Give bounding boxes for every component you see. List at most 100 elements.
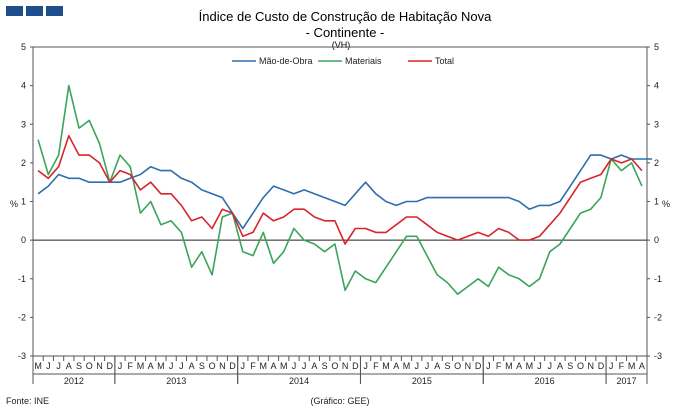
month-label: O	[209, 361, 216, 371]
y-tick-label-right: 1	[654, 197, 659, 207]
month-label: J	[415, 361, 420, 371]
month-label: J	[56, 361, 61, 371]
month-label: M	[382, 361, 390, 371]
plot-frame	[32, 46, 648, 357]
y-axis-label-left: %	[10, 199, 18, 209]
month-label: F	[619, 361, 625, 371]
month-label: J	[179, 361, 184, 371]
month-label: F	[250, 361, 256, 371]
y-tick-label-right: 4	[654, 81, 659, 91]
y-tick-label-left: 1	[21, 197, 26, 207]
month-label: J	[363, 361, 368, 371]
series-line-materiais	[37, 84, 643, 296]
month-label: M	[403, 361, 411, 371]
logo-block-3	[46, 6, 63, 16]
year-label: 2016	[535, 376, 555, 386]
month-label: J	[425, 361, 430, 371]
month-label: J	[609, 361, 614, 371]
month-label: A	[148, 361, 154, 371]
month-label: J	[292, 361, 297, 371]
month-label: O	[331, 361, 338, 371]
month-label: N	[587, 361, 594, 371]
month-label: O	[454, 361, 461, 371]
y-tick-label-right: 0	[654, 235, 659, 245]
month-label: S	[444, 361, 450, 371]
month-label: A	[66, 361, 72, 371]
series-line-m-o-de-obra	[37, 154, 653, 230]
gee-logo	[6, 6, 63, 16]
logo-block-2	[26, 6, 43, 16]
month-label: M	[280, 361, 288, 371]
chart-subtitle: - Continente -	[306, 25, 385, 40]
legend-label: Materiais	[345, 56, 382, 66]
month-label: J	[46, 361, 51, 371]
month-label: M	[157, 361, 165, 371]
month-label: J	[537, 361, 542, 371]
y-axis-label-right: %	[662, 199, 670, 209]
month-label: A	[516, 361, 522, 371]
logo-block-1	[6, 6, 23, 16]
source-label: Fonte: INE	[6, 396, 49, 406]
month-label: J	[548, 361, 553, 371]
y-tick-label-right: 3	[654, 119, 659, 129]
y-tick-label-left: -1	[18, 274, 26, 284]
legend-label: Mão-de-Obra	[259, 56, 313, 66]
month-label: A	[270, 361, 276, 371]
month-label: A	[311, 361, 317, 371]
y-tick-label-right: 5	[654, 42, 659, 52]
month-label: M	[505, 361, 513, 371]
month-label: J	[169, 361, 174, 371]
y-tick-label-right: -1	[654, 274, 662, 284]
chart-credit: (Gráfico: GEE)	[310, 396, 369, 406]
month-label: S	[567, 361, 573, 371]
series-line-total	[37, 135, 643, 245]
y-tick-label-left: 5	[21, 42, 26, 52]
month-label: N	[342, 361, 349, 371]
month-label: J	[118, 361, 123, 371]
month-label: S	[322, 361, 328, 371]
month-label: S	[199, 361, 205, 371]
y-axis-ticks: -3 -3 -2 -2 -1 -1 0 0 1 1 2 2 3 3 4 4 5 5	[18, 42, 662, 361]
y-tick-label-right: -2	[654, 312, 662, 322]
month-label: M	[137, 361, 145, 371]
month-label: S	[76, 361, 82, 371]
month-label: F	[127, 361, 133, 371]
y-tick-label-left: 3	[21, 119, 26, 129]
month-label: D	[475, 361, 482, 371]
month-label: F	[373, 361, 379, 371]
month-label: D	[107, 361, 114, 371]
year-label: 2015	[412, 376, 432, 386]
month-label: A	[434, 361, 440, 371]
chart-title: Índice de Custo de Construção de Habitaç…	[199, 9, 492, 24]
month-label: M	[526, 361, 534, 371]
year-label: 2013	[166, 376, 186, 386]
month-label: O	[86, 361, 93, 371]
month-label: J	[302, 361, 307, 371]
y-tick-label-left: 4	[21, 81, 26, 91]
month-label: J	[241, 361, 246, 371]
month-label: N	[219, 361, 226, 371]
year-label: 2012	[64, 376, 84, 386]
y-tick-label-right: 2	[654, 158, 659, 168]
y-tick-label-right: -3	[654, 351, 662, 361]
year-label: 2014	[289, 376, 309, 386]
month-label: A	[639, 361, 645, 371]
unit-label: (VH)	[332, 40, 351, 50]
month-label: N	[96, 361, 103, 371]
month-label: D	[598, 361, 605, 371]
month-label: F	[496, 361, 502, 371]
month-label: M	[260, 361, 268, 371]
series-group	[37, 84, 653, 296]
month-label: A	[557, 361, 563, 371]
month-label: N	[465, 361, 472, 371]
month-label: J	[486, 361, 491, 371]
month-label: M	[34, 361, 42, 371]
year-label: 2017	[617, 376, 637, 386]
y-tick-label-left: 2	[21, 158, 26, 168]
y-tick-label-left: 0	[21, 235, 26, 245]
month-label: A	[189, 361, 195, 371]
y-tick-label-left: -2	[18, 312, 26, 322]
month-label: A	[393, 361, 399, 371]
